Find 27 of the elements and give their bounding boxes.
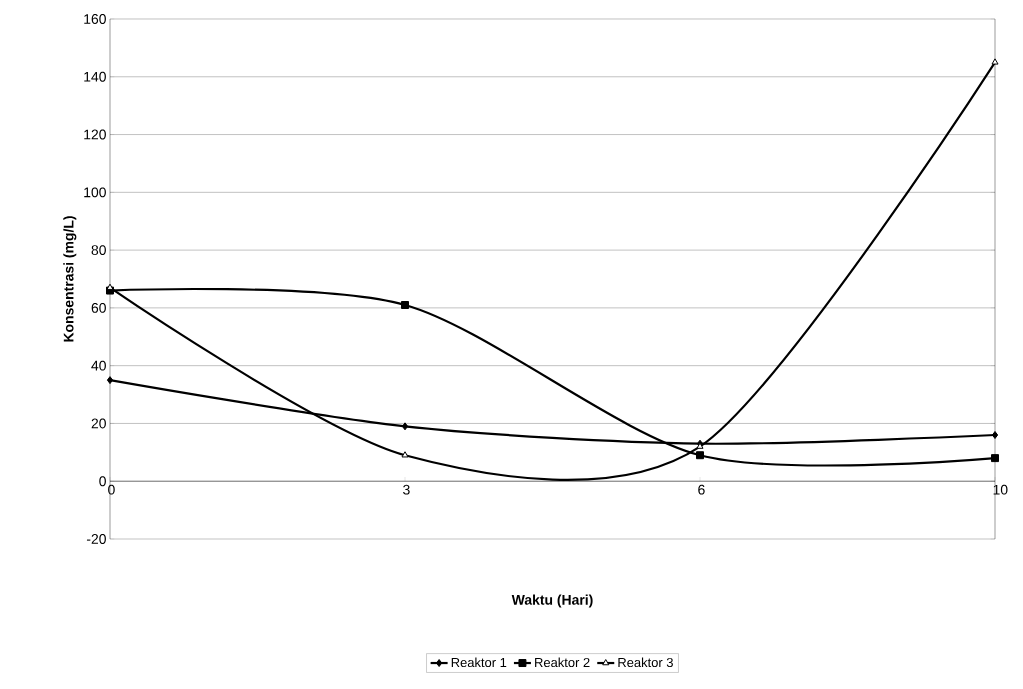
point [401, 301, 409, 309]
point [401, 422, 409, 431]
y-tick-label: 100 [84, 187, 106, 198]
x-tick-label: 10 [993, 484, 1008, 495]
legend-label: Reaktor 2 [535, 657, 590, 668]
y-tick-label: 60 [91, 302, 106, 313]
y-tick-label: 80 [91, 245, 106, 256]
y-tick-label: 20 [91, 418, 106, 429]
legend-label: Reaktor 1 [451, 657, 507, 668]
point [991, 431, 999, 439]
y-axis-title: Konsentrasi (mg/L) [63, 216, 77, 342]
point [991, 454, 999, 463]
y-tick-label: 140 [84, 71, 106, 82]
x-tick-label: 3 [403, 484, 410, 495]
x-tick-label: 0 [108, 484, 115, 495]
y-tick-label: 40 [91, 360, 106, 371]
point [401, 451, 409, 458]
point [106, 376, 114, 385]
x-tick-label: 6 [698, 484, 705, 495]
y-tick-label: -20 [86, 534, 106, 544]
point [991, 58, 999, 65]
x-axis-title: Waktu (Hari) [511, 594, 593, 608]
point [696, 451, 704, 460]
legend-label: Reaktor 3 [618, 657, 673, 668]
y-tick-label: 0 [99, 476, 106, 487]
y-tick-label: 120 [84, 129, 106, 140]
y-tick-label: 160 [84, 14, 106, 24]
